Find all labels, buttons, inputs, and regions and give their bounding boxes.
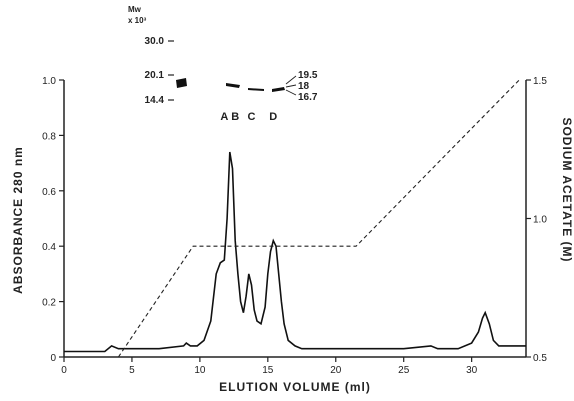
x-tick-label: 5 (129, 365, 135, 376)
band-pointer (285, 84, 297, 88)
band-pointer (285, 89, 297, 96)
x-tick-label: 10 (194, 365, 206, 376)
peak-label: B (231, 111, 239, 123)
y-right-tick-label: 1.5 (533, 76, 547, 87)
peak-label: D (269, 111, 277, 123)
y-left-ticks: 0 0.2 0.4 0.6 0.8 1.0 (42, 76, 64, 364)
sodium-acetate-gradient-line (117, 79, 520, 358)
gel-band (226, 83, 240, 88)
x-axis-title: ELUTION VOLUME (ml) (219, 380, 371, 394)
y-left-tick-label: 0 (50, 353, 56, 364)
y-left-tick-label: 0.4 (42, 242, 56, 253)
x-tick-label: 25 (398, 365, 410, 376)
gel-band (272, 87, 285, 92)
y-left-tick-label: 0.8 (42, 131, 56, 142)
x-tick-label: 15 (262, 365, 274, 376)
y-right-tick-label: 1.0 (533, 215, 547, 226)
gel-band-large (176, 78, 187, 88)
y-left-axis-title: ABSORBANCE 280 nm (11, 146, 25, 294)
y-left-tick-label: 1.0 (42, 76, 56, 87)
band-mw-label: 19.5 (298, 70, 318, 81)
x-tick-label: 20 (330, 365, 342, 376)
mw-standard-label: 14.4 (145, 95, 165, 106)
band-mw-label: 18 (298, 81, 310, 92)
x-tick-label: 30 (466, 365, 478, 376)
mw-inset: Mw x 10³ 30.0 20.1 14.4 19.5 18 16.7 (128, 5, 318, 106)
absorbance-series-line (64, 151, 526, 353)
y-left-tick-label: 0.6 (42, 187, 56, 198)
mw-standard-label: 30.0 (145, 36, 165, 47)
band-mw-label: 16.7 (298, 92, 318, 103)
x-ticks: 0 5 10 15 20 25 30 (61, 357, 478, 376)
mw-title: Mw (128, 5, 142, 14)
y-right-tick-label: 0.5 (533, 353, 547, 364)
y-right-axis-title: SODIUM ACETATE (M) (560, 117, 574, 262)
x-tick-label: 0 (61, 365, 67, 376)
y-left-tick-label: 0.2 (42, 298, 56, 309)
gel-band (248, 88, 264, 91)
peak-label: A (220, 111, 228, 123)
y-right-ticks: 0.5 1.0 1.5 (526, 76, 547, 364)
band-pointer (285, 75, 297, 85)
mw-multiplier: x 10³ (128, 16, 147, 25)
mw-standard-label: 20.1 (145, 70, 165, 81)
peak-label: C (248, 111, 256, 123)
